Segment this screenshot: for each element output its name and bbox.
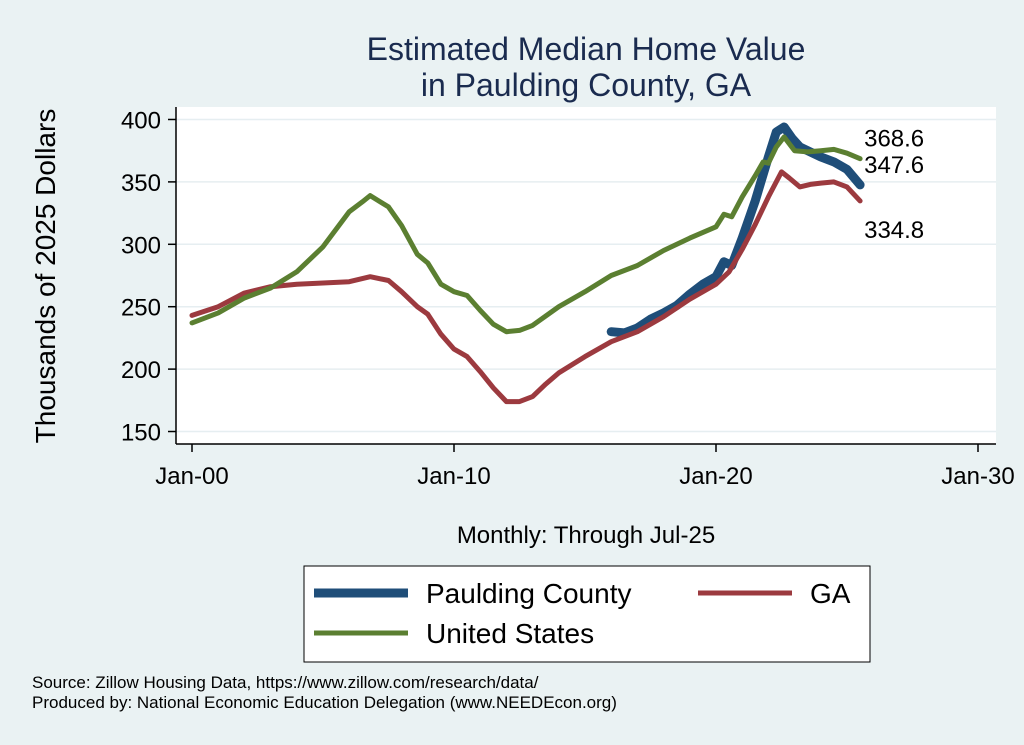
footer-produced: Produced by: National Economic Education… [32,693,617,712]
x-axis-title: Monthly: Through Jul-25 [457,522,715,549]
legend-label-ga: GA [810,578,851,609]
y-tick-label: 400 [121,107,161,134]
legend [303,565,871,663]
series-line-ga [189,169,863,405]
chart-title-line-1: Estimated Median Home Value [366,31,806,67]
footer-source: Source: Zillow Housing Data, https://www… [32,673,539,692]
y-tick-label: 150 [121,420,161,447]
y-tick-label: 300 [121,232,161,259]
end-label-ga: 334.8 [864,217,924,244]
y-tick-label: 200 [121,357,161,384]
y-axis-title: Thousands of 2025 Dollars [30,109,61,444]
plot-area [176,107,996,444]
chart-title-line-2: in Paulding County, GA [420,67,752,103]
x-tick-label: Jan-30 [941,463,1014,490]
y-tick-label: 350 [121,170,161,197]
y-tick-label: 250 [121,295,161,322]
legend-label-united-states: United States [426,618,594,649]
x-tick-label: Jan-20 [679,463,752,490]
end-label-united-states: 368.6 [864,126,924,153]
legend-label-paulding-county: Paulding County [426,578,631,609]
x-tick-label: Jan-00 [155,463,228,490]
series-line-united-states [189,134,863,335]
x-tick-label: Jan-10 [417,463,490,490]
end-label-paulding-county: 347.6 [864,152,924,179]
